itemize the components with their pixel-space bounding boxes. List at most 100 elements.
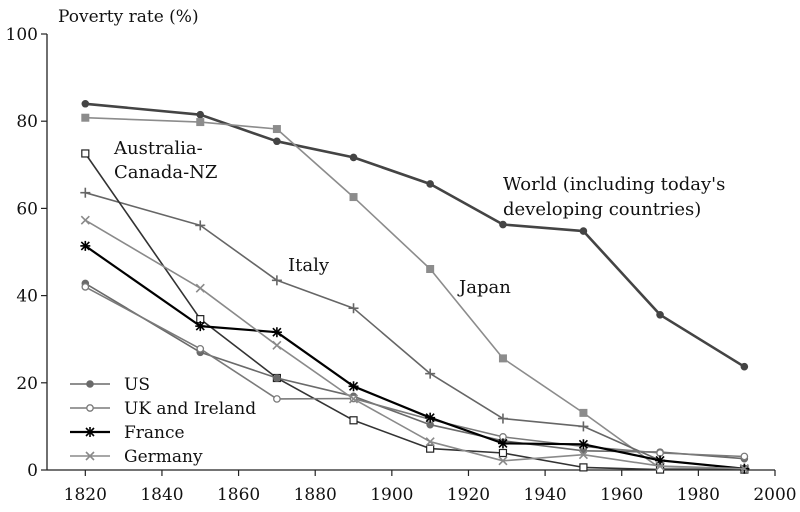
y-axis-title: Poverty rate (%) [58, 7, 199, 27]
legend: US UK and Ireland France Germany [70, 375, 256, 467]
marker-stroke [578, 439, 588, 449]
marker-shape [196, 118, 205, 127]
japan-point [196, 118, 205, 127]
marker-shape [81, 283, 90, 291]
italy-series-label: Italy [288, 255, 330, 276]
x-tick-label: 1960 [600, 485, 643, 505]
marker-stroke [80, 241, 90, 251]
marker-shape [273, 395, 281, 403]
marker-shape [349, 153, 358, 162]
italy-point [348, 303, 359, 314]
france-point [348, 381, 359, 392]
x-tick-label: 1900 [370, 485, 413, 505]
marker-shape [499, 220, 507, 229]
marker-shape [196, 344, 205, 353]
marker-shape [426, 265, 435, 274]
marker-shape [349, 416, 358, 425]
uk-and-point [740, 452, 749, 461]
australia-series-label-line1: Australia- [113, 138, 203, 159]
germany-point [578, 450, 588, 460]
australia-canada-point [426, 444, 435, 453]
marker-shape [740, 452, 749, 461]
y-tick-label: 40 [16, 287, 38, 307]
uk-and-point [656, 449, 664, 457]
france-point [425, 412, 436, 423]
x-tick-label: 2000 [753, 485, 796, 505]
marker-stroke [85, 427, 95, 437]
y-tick-label: 80 [16, 112, 38, 132]
y-tick-label: 100 [6, 25, 38, 45]
marker-stroke [498, 438, 508, 448]
marker-shape [81, 113, 90, 122]
world-including-point [426, 180, 434, 188]
uk-and-point [196, 344, 205, 353]
germany-point [80, 215, 90, 225]
world-including-point [196, 110, 205, 119]
x-tick-label: 1940 [523, 485, 566, 505]
legend-label-france: France [124, 423, 185, 443]
world-including-point [499, 220, 507, 229]
marker-shape [272, 125, 281, 134]
legend-label-germany: Germany [124, 447, 203, 467]
marker-shape [86, 404, 94, 412]
marker-shape [273, 374, 281, 382]
marker-stroke [425, 413, 435, 423]
world-including-point [273, 137, 281, 146]
marker-shape [86, 380, 94, 388]
marker-shape [656, 449, 664, 457]
marker-shape [426, 180, 434, 188]
marker-shape [498, 448, 508, 458]
marker-shape [349, 193, 358, 202]
italy-point [425, 368, 436, 379]
x-tick-label: 1840 [140, 485, 183, 505]
y-tick-label: 60 [16, 199, 38, 219]
x-tick-label: 1860 [217, 485, 260, 505]
marker-shape [579, 463, 588, 472]
us-point [273, 374, 281, 382]
marker-stroke [498, 456, 508, 466]
world-including-point [579, 227, 588, 235]
marker-stroke [348, 381, 359, 391]
world-including-point [656, 310, 664, 319]
france-point [195, 321, 206, 332]
marker-stroke [348, 394, 359, 404]
germany-point [272, 340, 282, 350]
italy-point [80, 187, 91, 198]
marker-shape [426, 444, 435, 453]
australia-canada-point [349, 416, 358, 425]
legend-marker-germany [85, 451, 95, 461]
australia-canada-point [498, 448, 508, 458]
legend-label-us: US [124, 375, 150, 395]
legend-label-uk-and-ireland: UK and Ireland [124, 399, 256, 419]
x-tick-label: 1980 [677, 485, 720, 505]
world-series-label-line2: developing countries) [503, 199, 701, 220]
legend-marker-france [85, 427, 95, 437]
marker-shape [196, 110, 205, 119]
marker-stroke [739, 464, 749, 474]
japan-point [349, 193, 358, 202]
marker-stroke [195, 321, 205, 331]
marker-stroke [272, 340, 282, 350]
france-point [271, 327, 282, 338]
france-point [655, 455, 666, 466]
uk-and-point [81, 283, 90, 291]
france-point [80, 240, 91, 251]
australia-canada-point [81, 149, 90, 158]
marker-stroke [195, 283, 205, 293]
world-including-point [740, 362, 749, 371]
france-point [578, 439, 589, 450]
marker-shape [81, 99, 90, 108]
japan-point [498, 354, 507, 363]
marker-stroke [425, 437, 435, 447]
germany-point [498, 456, 508, 466]
marker-shape [579, 227, 588, 235]
japan-point [579, 408, 588, 417]
australia-canada-point [579, 463, 588, 472]
germany-point [195, 283, 205, 293]
france-point [497, 438, 508, 449]
y-tick-label: 20 [16, 374, 38, 394]
legend-marker-us [86, 380, 94, 388]
japan-point [272, 125, 281, 134]
japan-series-label: Japan [457, 277, 511, 298]
